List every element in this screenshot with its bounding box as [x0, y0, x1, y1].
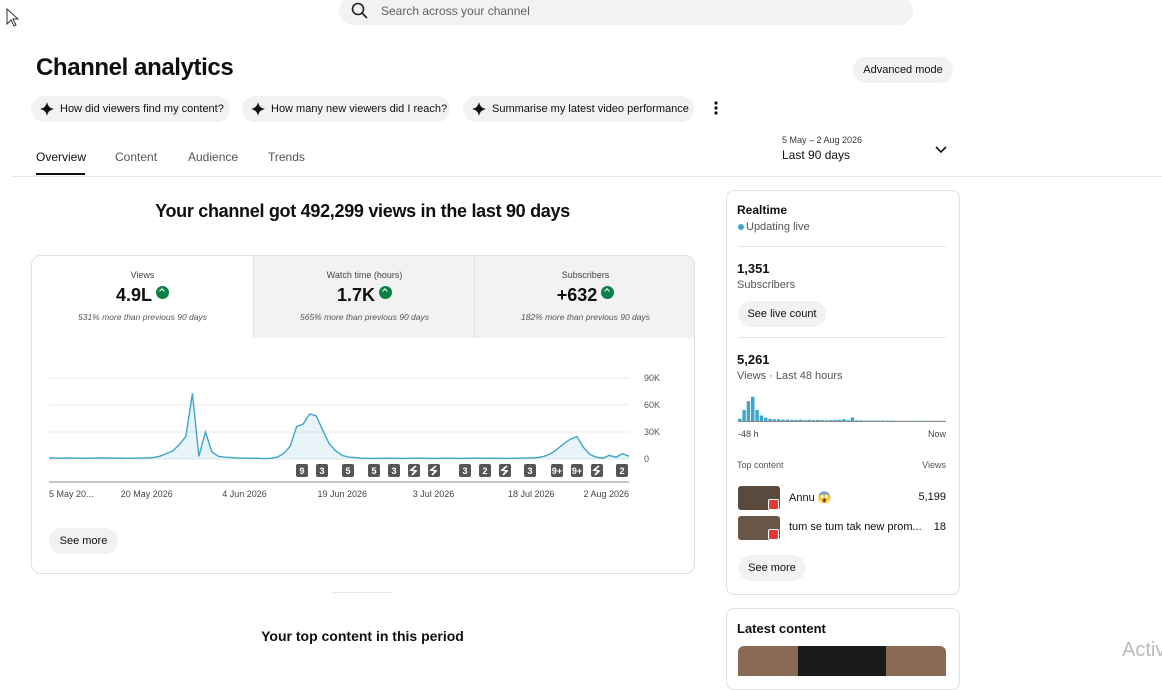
bar: [799, 420, 802, 421]
page: Search across your channel Channel analy…: [0, 0, 1162, 670]
bar: [838, 420, 841, 421]
bar: [773, 419, 776, 421]
badge-label: 3: [391, 466, 396, 476]
bar: [777, 419, 780, 421]
x-tick-label: 3 Jul 2026: [413, 489, 455, 499]
bar: [768, 419, 771, 421]
bar: [833, 420, 836, 421]
bar: [790, 420, 793, 421]
badge-label: 3: [319, 466, 324, 476]
axis-start-label: -48 h: [738, 429, 759, 439]
badge-label: 9+: [552, 466, 562, 476]
line: [49, 393, 629, 458]
y-tick-label: 90K: [644, 373, 660, 383]
bar: [764, 418, 767, 421]
y-tick-label: 60K: [644, 400, 660, 410]
bar: [859, 420, 862, 421]
bar: [816, 420, 819, 421]
badge-label: 3: [462, 466, 467, 476]
chart-layer: 0 30K 60K 90K 5 May 20... 20 May 2026 4 Jun 20…: [0, 0, 1162, 670]
bar: [794, 420, 797, 421]
bar: [760, 416, 763, 422]
badge-label: 3: [527, 466, 532, 476]
x-tick-label: 19 Jun 2026: [317, 489, 367, 499]
x-tick-label: 18 Jul 2026: [508, 489, 555, 499]
bar: [812, 420, 815, 421]
bar: [803, 420, 806, 421]
x-tick-label: 2 Aug 2026: [583, 489, 629, 499]
bar: [825, 420, 828, 421]
bar: [851, 417, 854, 421]
bar: [755, 410, 758, 421]
axis-end-label: Now: [928, 429, 947, 439]
bar: [846, 420, 849, 421]
y-tick-label: 30K: [644, 427, 660, 437]
y-tick-label: 0: [644, 454, 649, 464]
x-tick-label: 20 May 2026: [121, 489, 173, 499]
bar: [807, 420, 810, 421]
bar: [781, 420, 784, 421]
area: [49, 393, 629, 459]
bar: [820, 420, 823, 421]
bar: [829, 420, 832, 421]
bar: [742, 410, 745, 421]
x-tick-label: 4 Jun 2026: [222, 489, 267, 499]
badge-label: 5: [371, 466, 376, 476]
badge-label: 2: [482, 466, 487, 476]
bar: [855, 420, 858, 421]
x-tick-label: 5 May 20...: [49, 489, 94, 499]
bar: [747, 401, 750, 421]
bar: [842, 419, 845, 421]
bar: [751, 397, 754, 421]
badge-label: 2: [619, 466, 624, 476]
bar: [786, 420, 789, 421]
badge-label: 5: [345, 466, 350, 476]
badge-label: 9+: [572, 466, 582, 476]
bar: [738, 419, 741, 421]
badge-label: 9: [299, 466, 304, 476]
